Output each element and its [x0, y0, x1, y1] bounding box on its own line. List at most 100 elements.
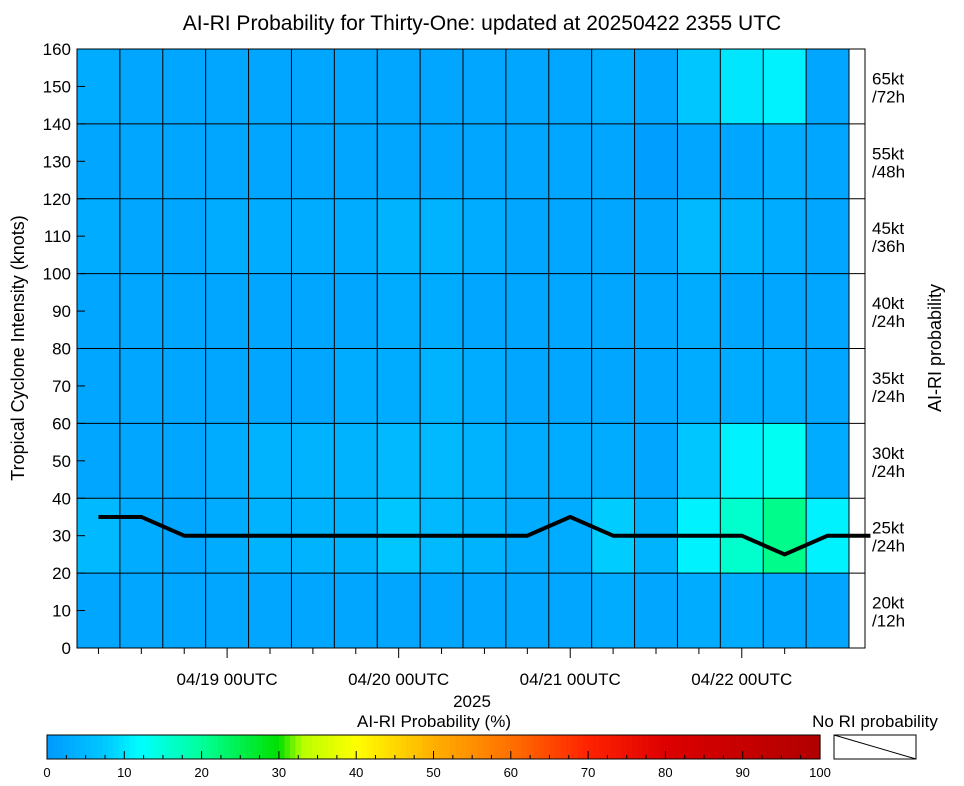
colorbar-swatch: [400, 735, 407, 759]
threshold-label-period: /24h: [872, 462, 905, 481]
colorbar-swatch: [278, 735, 286, 759]
threshold-label-period: /72h: [872, 87, 905, 106]
heatmap-cell: [291, 573, 335, 649]
colorbar-swatch: [748, 735, 755, 759]
y-axis-ticks: 0 10 20 30 40 50 60 70 80 90 100 110 120 130 140 150 160: [43, 40, 85, 658]
colorbar-swatch: [593, 735, 600, 759]
y-tick-label: 70: [52, 377, 71, 396]
colorbar-swatch: [621, 735, 628, 759]
heatmap-cell: [505, 348, 550, 424]
heatmap-cell: [291, 198, 335, 275]
heatmap-cell: [205, 123, 250, 200]
heatmap-cell: [248, 49, 292, 125]
colorbar-swatch: [499, 735, 506, 759]
heatmap-cell: [377, 423, 421, 499]
colorbar-tick-label: 0: [43, 765, 50, 780]
colorbar-swatch: [334, 735, 341, 759]
colorbar-swatch: [124, 735, 131, 759]
threshold-label-speed: 45kt: [872, 219, 904, 238]
colorbar-swatch: [566, 735, 573, 759]
threshold-label-speed: 25kt: [872, 519, 904, 538]
colorbar-swatch: [615, 735, 622, 759]
colorbar-swatch: [549, 735, 556, 759]
colorbar-swatch: [96, 735, 103, 759]
colorbar-swatch: [317, 735, 324, 759]
colorbar-swatch: [477, 735, 484, 759]
heatmap-cell: [119, 49, 164, 125]
heatmap-cell: [763, 273, 807, 349]
colorbar-swatch: [715, 735, 722, 759]
colorbar-swatch: [201, 735, 208, 759]
heatmap-cell: [119, 123, 164, 200]
colorbar-swatch: [378, 735, 385, 759]
colorbar-swatch: [472, 735, 479, 759]
heatmap-cell: [505, 423, 550, 499]
colorbar-swatch: [803, 735, 810, 759]
colorbar-swatch: [433, 735, 440, 759]
heatmap-cell: [463, 348, 507, 424]
x-tick-label: 04/21 00UTC: [520, 670, 621, 689]
heatmap-cell: [591, 348, 636, 424]
x-tick-label: 04/20 00UTC: [348, 670, 449, 689]
heatmap-cell: [634, 348, 678, 424]
heatmap-cell: [420, 123, 464, 200]
colorbar-swatch: [554, 735, 562, 759]
colorbar-swatch: [140, 735, 147, 759]
colorbar-tick-label: 40: [349, 765, 363, 780]
heatmap-cell: [205, 49, 250, 125]
y-tick-label: 160: [43, 40, 71, 59]
colorbar-swatch: [190, 735, 197, 759]
colorbar-swatch: [759, 735, 766, 759]
heatmap-cell: [463, 198, 507, 275]
colorbar-tick-label: 20: [194, 765, 208, 780]
colorbar-swatch: [770, 735, 777, 759]
y-tick-label: 60: [52, 414, 71, 433]
heatmap-cell: [806, 573, 850, 649]
time-column-gridlines: [119, 49, 807, 648]
colorbar-swatch: [654, 735, 661, 759]
colorbar-swatch: [372, 735, 379, 759]
colorbar-swatch: [173, 735, 181, 759]
y-tick-label: 120: [43, 190, 71, 209]
colorbar: [47, 735, 821, 759]
colorbar-swatch: [510, 735, 517, 759]
colorbar-swatch: [427, 735, 435, 759]
heatmap-cell: [720, 49, 764, 125]
heatmap-cell: [591, 273, 636, 349]
colorbar-swatch: [196, 735, 203, 759]
colorbar-tick-label: 50: [426, 765, 440, 780]
heatmap-cell: [548, 348, 593, 424]
colorbar-swatch: [245, 735, 252, 759]
colorbar-swatch: [632, 735, 639, 759]
colorbar-swatch: [284, 735, 291, 759]
threshold-label-speed: 40kt: [872, 294, 904, 313]
colorbar-swatch: [168, 735, 175, 759]
colorbar-swatch: [665, 735, 672, 759]
threshold-label-period: /24h: [872, 537, 905, 556]
colorbar-swatch: [693, 735, 700, 759]
heatmap-cell: [634, 273, 678, 349]
colorbar-swatch: [814, 735, 821, 759]
right-axis-label: AI-RI probability: [925, 284, 945, 412]
heatmap-cell: [548, 49, 593, 125]
heatmap-cell: [548, 198, 593, 275]
colorbar-swatch: [411, 735, 418, 759]
heatmap-cell: [248, 573, 292, 649]
heatmap-cell: [548, 423, 593, 499]
heatmap-cell: [548, 123, 593, 200]
heatmap-cell: [806, 49, 850, 125]
colorbar-swatch: [516, 735, 523, 759]
colorbar-swatch: [234, 735, 241, 759]
heatmap-cell: [248, 348, 292, 424]
heatmap-cell: [463, 123, 507, 200]
x-tick-label: 04/19 00UTC: [177, 670, 278, 689]
heatmap-cell: [377, 573, 421, 649]
heatmap-cell: [677, 49, 721, 125]
colorbar-swatch: [659, 735, 666, 759]
heatmap-cell: [677, 273, 721, 349]
colorbar-swatch: [328, 735, 335, 759]
heatmap-cell: [720, 423, 764, 499]
colorbar-swatch: [637, 735, 644, 759]
heatmap-cell: [720, 273, 764, 349]
heatmap-cell: [205, 348, 250, 424]
